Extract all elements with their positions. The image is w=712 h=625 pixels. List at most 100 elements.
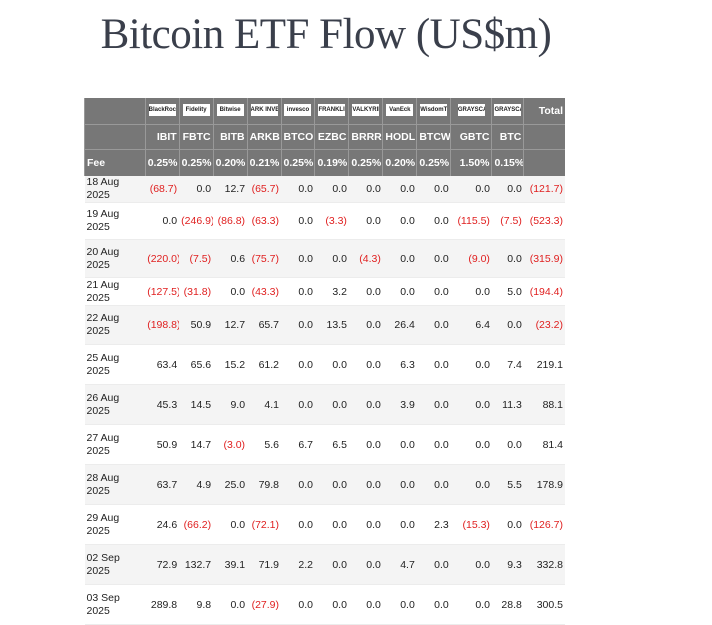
flow-cell: (9.0) — [450, 239, 492, 278]
issuer-logo: GRAYSCALE — [494, 103, 522, 116]
flow-cell: 0.0 — [450, 584, 492, 625]
row-total: 81.4 — [523, 424, 565, 465]
issuer-logo: GRAYSCALE — [457, 103, 485, 116]
issuer-logo: VALKYRIE — [352, 103, 380, 116]
ticker-header: HODL — [382, 124, 417, 150]
flow-cell: 0.0 — [382, 504, 417, 545]
row-total: (23.2) — [523, 305, 565, 345]
row-total: 178.9 — [523, 464, 565, 505]
flow-cell: 65.6 — [179, 344, 214, 385]
flow-cell: (75.7) — [247, 239, 282, 278]
ticker-header: BTC — [491, 124, 524, 150]
flow-cell: 0.0 — [416, 305, 451, 345]
flow-cell: 9.3 — [491, 544, 524, 585]
fee-label: Fee — [84, 149, 146, 176]
flow-cell: 0.0 — [382, 277, 417, 306]
flow-table-body: 18 Aug 2025 (68.7) 0.0 12.7 (65.7) 0.0 0.0 0.0 0… — [84, 176, 565, 625]
flow-cell: 25.0 — [213, 464, 248, 505]
flow-cell: 0.0 — [314, 384, 349, 425]
row-date: 26 Aug 2025 — [84, 384, 146, 425]
issuer-logo: VanEck — [386, 103, 414, 116]
row-date: 28 Aug 2025 — [84, 464, 146, 505]
flow-cell: 26.4 — [382, 305, 417, 345]
row-total: (315.9) — [523, 239, 565, 278]
fee-row: Fee 0.25% 0.25% 0.20% 0.21% 0.25% 0.19% 0.25% 0… — [84, 149, 565, 176]
issuer-logo-row: BlackRock Fidelity Bitwise ARK INVEST invesc… — [84, 98, 565, 125]
flow-cell: 0.0 — [281, 344, 315, 385]
page-title: Bitcoin ETF Flow (US$m) — [100, 11, 552, 58]
flow-cell: 0.0 — [314, 344, 349, 385]
flow-cell: 0.0 — [450, 176, 492, 203]
row-date: 20 Aug 2025 — [84, 239, 146, 278]
flow-cell: (31.8) — [179, 277, 214, 306]
issuer-logo-cell: FRANKLIN TEMPLETON — [314, 98, 349, 125]
flow-cell: 0.0 — [213, 504, 248, 545]
flow-cell: 0.0 — [450, 424, 492, 465]
flow-cell: 45.3 — [145, 384, 180, 425]
ticker-header: BRRR — [348, 124, 383, 150]
fee-value: 0.15% — [491, 149, 524, 176]
ticker-header-blank — [523, 124, 565, 150]
flow-cell: 39.1 — [213, 544, 248, 585]
issuer-logo: Fidelity — [182, 103, 210, 116]
flow-cell: 0.0 — [450, 384, 492, 425]
table-row: 26 Aug 2025 45.3 14.5 9.0 4.1 0.0 0.0 0.0 3.9 0.0… — [84, 384, 565, 425]
flow-cell: 0.0 — [281, 176, 315, 203]
flow-cell: 0.0 — [348, 202, 383, 240]
row-date: 02 Sep 2025 — [84, 544, 146, 585]
flow-cell: (27.9) — [247, 584, 282, 625]
flow-cell: 13.5 — [314, 305, 349, 345]
row-date: 22 Aug 2025 — [84, 305, 146, 345]
flow-cell: 0.0 — [416, 424, 451, 465]
flow-cell: 0.0 — [145, 202, 180, 240]
ticker-header: FBTC — [178, 124, 214, 150]
flow-cell: (66.2) — [179, 504, 214, 545]
fee-value: 0.25% — [280, 149, 315, 176]
flow-cell: (115.5) — [450, 202, 492, 240]
row-total: (523.3) — [523, 202, 565, 240]
table-row: 19 Aug 2025 0.0 (246.9) (86.8) (63.3) 0.0 (3.3… — [84, 202, 565, 240]
flow-cell: 0.0 — [348, 305, 383, 345]
ticker-header: BTCO — [280, 124, 315, 150]
flow-cell: 0.0 — [416, 464, 451, 505]
flow-cell: 0.0 — [348, 544, 383, 585]
issuer-logo: invesco — [284, 103, 312, 116]
flow-cell: 0.0 — [314, 176, 349, 203]
flow-cell: (4.3) — [348, 239, 383, 278]
flow-cell: 0.0 — [314, 584, 349, 625]
flow-cell: 6.7 — [281, 424, 315, 465]
ticker-header: GBTC — [450, 124, 492, 150]
flow-cell: 0.0 — [213, 277, 248, 306]
flow-cell: 9.8 — [179, 584, 214, 625]
issuer-logo-cell: Bitwise — [212, 98, 248, 125]
flow-cell: (198.8) — [145, 305, 180, 345]
flow-cell: 4.7 — [382, 544, 417, 585]
flow-cell: 24.6 — [145, 504, 180, 545]
flow-cell: 2.3 — [416, 504, 451, 545]
flow-cell: 79.8 — [247, 464, 282, 505]
row-date: 19 Aug 2025 — [84, 202, 146, 240]
table-row: 28 Aug 2025 63.7 4.9 25.0 79.8 0.0 0.0 0.0 0.0 0.… — [84, 464, 565, 505]
ticker-header: ARKB — [246, 124, 282, 150]
flow-cell: (3.3) — [314, 202, 349, 240]
row-total: 219.1 — [523, 344, 565, 385]
ticker-header: BITB — [212, 124, 248, 150]
fee-value: 0.21% — [246, 149, 282, 176]
flow-cell: 15.2 — [213, 344, 248, 385]
fee-value: 0.25% — [416, 149, 451, 176]
fee-value: 0.19% — [314, 149, 349, 176]
fee-value: 0.20% — [212, 149, 248, 176]
flow-cell: 6.5 — [314, 424, 349, 465]
issuer-logo: Bitwise — [216, 103, 244, 116]
flow-cell: 9.0 — [213, 384, 248, 425]
row-total: (126.7) — [523, 504, 565, 545]
ticker-header-row: IBIT FBTC BITB ARKB BTCO EZBC BRRR HODL BTCW GBTC… — [84, 124, 565, 150]
issuer-logo-cell: BlackRock — [144, 98, 180, 125]
flow-cell: 71.9 — [247, 544, 282, 585]
flow-cell: 289.8 — [145, 584, 180, 625]
issuer-logo-cell: GRAYSCALE — [450, 98, 492, 125]
row-total: (194.4) — [523, 277, 565, 306]
flow-cell: 0.0 — [314, 464, 349, 505]
flow-cell: 0.6 — [213, 239, 248, 278]
issuer-logo: FRANKLIN TEMPLETON — [318, 103, 346, 116]
